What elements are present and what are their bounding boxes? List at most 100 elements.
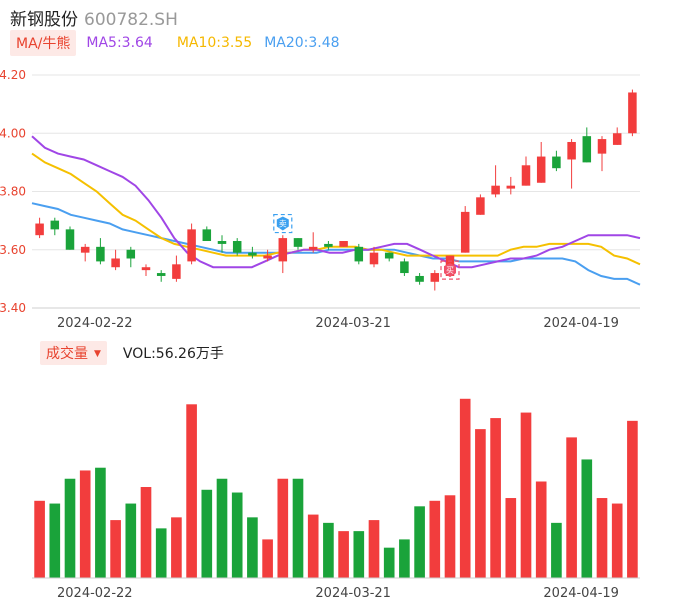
marker-frame [440,260,460,280]
date-tick-label: 2024-04-19 [543,586,619,601]
candle-body [126,249,136,259]
volume-bar [49,503,61,578]
volume-bar [323,522,334,578]
volume-bar [277,478,289,578]
candle-body [476,197,485,215]
volume-bar [627,420,638,578]
date-tick-label: 2024-03-21 [315,316,391,331]
date-axis-labels-top: 2024-02-22 2024-03-21 2024-04-19 [57,316,619,331]
ma20-value: MA20:3.48 [264,35,340,51]
candle-body [50,220,60,230]
candle-body [263,255,272,259]
candle-body [35,223,44,236]
volume-bar [34,500,45,578]
candle-body [141,267,151,271]
volume-bar [186,404,197,578]
volume-bar [490,418,501,578]
volume-bar [201,489,213,578]
marker-shield-icon [444,263,456,278]
stock-title: 新钢股份 600782.SH [10,5,178,30]
ma10-value: MA10:3.55 [176,35,253,51]
candle-body [308,246,318,250]
ma-legend: MA/牛熊 MA5:3.64 MA10:3.55 MA20:3.48 [10,30,340,56]
volume-bar [596,498,608,578]
candle-body [384,252,394,259]
candle-body [460,211,470,253]
dropdown-arrow-icon: ▼ [94,349,101,359]
candle-body [111,258,120,268]
volume-bar [216,478,228,578]
price-tick-label: 3.80 [0,185,26,199]
volume-bar [262,539,273,578]
stock-code: 600782.SH [84,10,178,30]
volume-bar [171,517,182,578]
marker-label: 买 [446,266,454,275]
ma10-line [31,152,641,266]
date-tick-label: 2024-04-19 [543,316,619,331]
candle-body [232,241,242,253]
volume-bar [475,429,486,578]
volume-bar [535,481,547,578]
candle-body [567,141,576,160]
candle-body [65,229,75,250]
volume-bar [459,398,471,578]
candle-body [96,246,105,262]
volume-bar [338,531,349,578]
volume-bar [353,531,365,578]
candle-body [202,229,212,242]
ma5-value: MA5:3.64 [86,35,153,51]
price-axis-labels: 4.20 4.00 3.80 3.60 3.40 [0,68,26,315]
candle-body [597,139,607,154]
volume-bar [64,478,76,578]
date-tick-label: 2024-03-21 [315,586,391,601]
date-axis-labels-bottom: 2024-02-22 2024-03-21 2024-04-19 [57,586,619,601]
volume-bar [611,503,623,578]
volume-bars [32,398,640,579]
volume-legend: 成交量 ▼ VOL:56.26万手 [40,341,224,365]
sell-marker: 卖 [273,213,293,234]
date-tick-label: 2024-02-22 [57,316,133,331]
volume-bar [551,522,562,578]
volume-bar [110,520,121,578]
candle-body [400,261,409,274]
stock-name: 新钢股份 [10,10,78,30]
candle-body [582,136,592,163]
volume-tag-label: 成交量 [46,346,88,362]
volume-indicator-selector[interactable]: 成交量 ▼ [40,341,107,365]
candle-body [278,238,288,262]
volume-bar [429,500,441,578]
volume-bar [247,517,258,578]
price-tick-label: 4.00 [0,126,26,140]
candle-body [324,243,333,247]
volume-bar [292,478,304,578]
indicator-selector[interactable]: MA/牛熊 [10,30,77,56]
candle-body [521,165,531,186]
candle-body [536,156,546,183]
volume-bar [79,470,91,578]
candle-body [628,92,637,134]
marker-label: 卖 [279,220,287,229]
volume-bar [231,492,243,578]
candle-body [156,273,166,276]
volume-bar [383,547,395,578]
date-tick-label: 2024-02-22 [57,586,133,601]
volume-bar [566,437,577,578]
candle-body [172,264,181,279]
buy-marker: 买 [440,260,460,280]
volume-bar [307,514,319,578]
price-tick-label: 3.60 [0,243,26,257]
candle-body [354,246,364,262]
volume-bar [414,506,425,578]
volume-bar [444,495,456,578]
ma-lines [31,135,641,286]
volume-bar [140,487,152,578]
candle-body [506,185,516,189]
marker-frame [273,213,293,234]
volume-bar [505,498,517,578]
trade-markers: 卖买 [273,213,460,280]
volume-bar [155,528,167,578]
candle-body [369,252,379,265]
candle-body [612,133,622,145]
volume-bar [95,467,106,578]
